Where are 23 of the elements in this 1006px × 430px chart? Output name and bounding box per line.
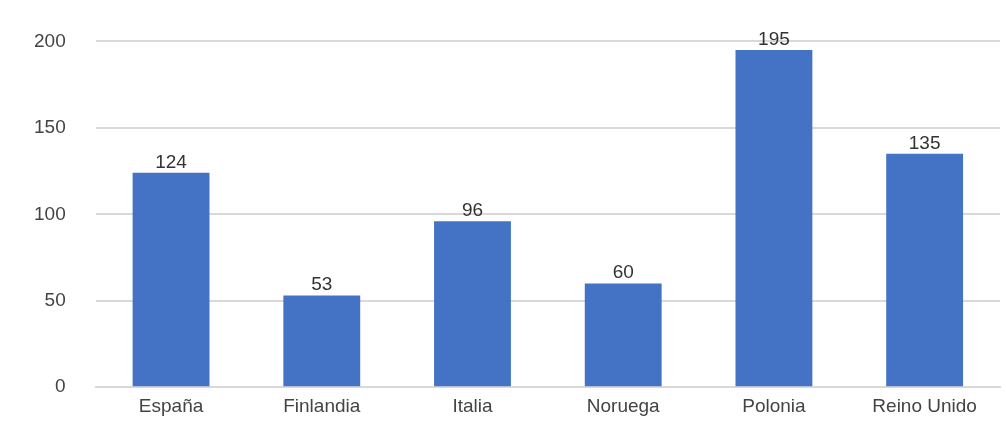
x-tick-label: Noruega: [586, 394, 661, 416]
y-tick-label: 50: [44, 288, 66, 310]
x-tick-label: Reino Unido: [872, 394, 977, 416]
data-label: 60: [612, 261, 634, 283]
y-tick-label: 200: [34, 29, 66, 51]
bar: [132, 172, 210, 387]
bar: [283, 295, 361, 387]
bar: [434, 221, 511, 387]
bar: [886, 153, 964, 387]
data-label: 53: [311, 273, 333, 295]
x-tick-label: Finlandia: [283, 394, 361, 416]
x-tick-label: Polonia: [742, 394, 807, 416]
data-label: 124: [155, 150, 188, 172]
x-tick-label: España: [138, 394, 204, 416]
bar: [584, 283, 662, 387]
data-label: 135: [908, 131, 941, 153]
bar: [735, 50, 813, 387]
y-tick-label: 100: [34, 202, 66, 224]
data-label: 96: [461, 198, 484, 220]
y-tick-label: 0: [55, 375, 66, 397]
y-tick-label: 150: [34, 116, 66, 138]
x-tick-label: Italia: [452, 394, 493, 416]
data-label: 195: [758, 27, 790, 49]
